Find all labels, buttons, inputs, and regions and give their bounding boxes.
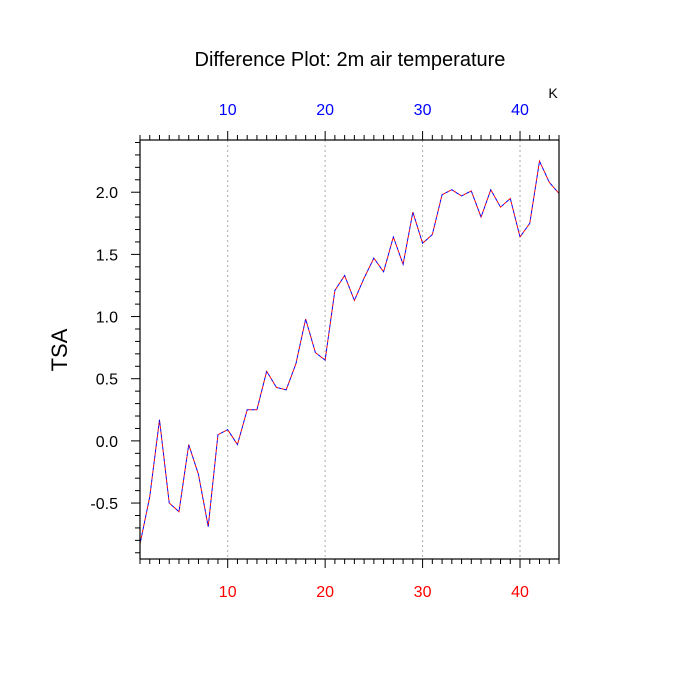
data-point [529, 223, 530, 224]
data-point [461, 195, 462, 196]
data-point [217, 434, 218, 435]
data-point [412, 212, 413, 213]
data-point [237, 444, 238, 445]
data-point [344, 275, 345, 276]
data-point [295, 363, 296, 364]
x-tick-label-bottom: 20 [316, 584, 334, 601]
data-point [500, 207, 501, 208]
data-point [364, 277, 365, 278]
plot-frame [139, 139, 560, 560]
tick-labels: 10 20 30 40 10 20 30 40 -0.5 0.0 0.5 1.0 1.5 2.0 [90, 102, 529, 601]
data-point [393, 236, 394, 237]
units-label: K [548, 85, 558, 101]
y-tick-label: 0.0 [96, 434, 118, 451]
data-point [325, 359, 326, 360]
y-axis-label: TSA [47, 328, 72, 371]
data-point [198, 474, 199, 475]
data-point [383, 271, 384, 272]
data-point [334, 290, 335, 291]
data-point [178, 511, 179, 512]
data-point [519, 236, 520, 237]
series-layer [139, 159, 560, 545]
data-point [354, 300, 355, 301]
data-point [471, 190, 472, 191]
data-point [422, 243, 423, 244]
data-point [549, 182, 550, 183]
data-point [539, 161, 540, 162]
y-tick-label: 2.0 [96, 185, 118, 202]
x-tick-label-top: 20 [316, 102, 334, 119]
y-tick-label: 0.5 [96, 372, 118, 389]
data-point [188, 444, 189, 445]
x-tick-label-bottom: 10 [219, 584, 237, 601]
data-point [490, 189, 491, 190]
data-point [208, 526, 209, 527]
series-line-red [139, 159, 560, 545]
data-point [305, 318, 306, 319]
x-tick-label-bottom: 30 [414, 584, 432, 601]
data-point [510, 198, 511, 199]
y-tick-label: 1.0 [96, 310, 118, 327]
x-tick-label-top: 10 [219, 102, 237, 119]
axis-ticks [131, 131, 560, 568]
x-tick-label-top: 40 [511, 102, 529, 119]
data-point [480, 216, 481, 217]
x-tick-label-top: 30 [414, 102, 432, 119]
chart-title: Difference Plot: 2m air temperature [195, 49, 506, 71]
series-line-blue [139, 159, 560, 545]
data-point [149, 496, 150, 497]
y-tick-label: -0.5 [90, 496, 118, 513]
data-point [227, 429, 228, 430]
data-point [276, 387, 277, 388]
data-point [432, 234, 433, 235]
y-tick-label: 1.5 [96, 247, 118, 264]
data-point [402, 264, 403, 265]
x-tick-label-bottom: 40 [511, 584, 529, 601]
data-point [315, 352, 316, 353]
data-point [286, 389, 287, 390]
data-point [373, 258, 374, 259]
data-point [441, 194, 442, 195]
data-point [169, 502, 170, 503]
data-point [266, 371, 267, 372]
data-point [159, 419, 160, 420]
data-point [451, 189, 452, 190]
data-point [256, 409, 257, 410]
data-point [247, 409, 248, 410]
